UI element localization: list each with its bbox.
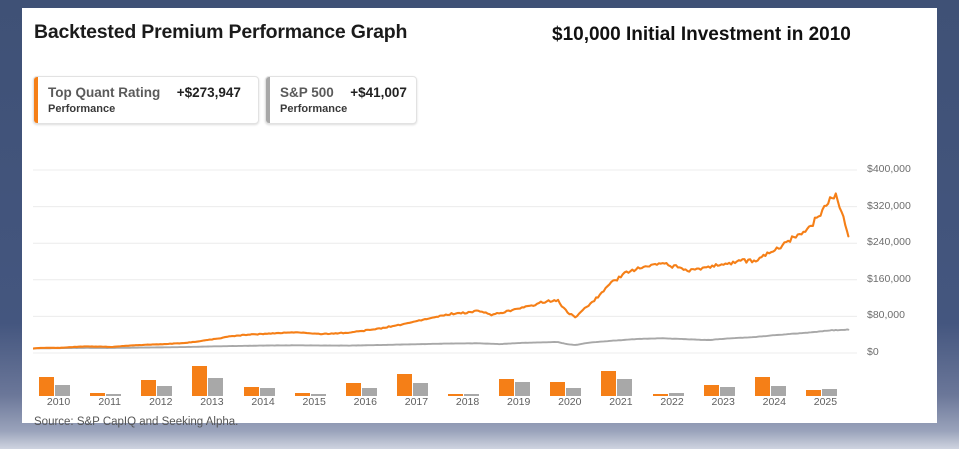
legend-series-name: Top Quant Rating: [48, 85, 161, 100]
bar-group: [595, 366, 646, 396]
annual-bar-sp-500: [821, 389, 837, 396]
x-axis-tick-label: 2024: [762, 396, 786, 408]
annual-bar-sp-500: [361, 388, 377, 396]
frame-top-strip: [0, 0, 959, 8]
bar-group: [186, 366, 237, 396]
bar-group: [749, 366, 800, 396]
bar-group: [442, 366, 493, 396]
annual-bar-sp-500: [719, 387, 735, 396]
chart-subtitle: $10,000 Initial Investment in 2010: [552, 24, 851, 45]
annual-bar-top-quant-rating: [39, 377, 54, 396]
annual-bar-sp-500: [668, 393, 684, 396]
annual-bar-sp-500: [310, 394, 326, 396]
bar-group: [135, 366, 186, 396]
annual-bar-sp-500: [770, 386, 786, 396]
annual-bar-top-quant-rating: [396, 374, 412, 396]
x-axis-tick-label: 2022: [660, 396, 684, 408]
legend-swatch-top-quant-rating: [34, 77, 38, 123]
performance-line-chart: $0 $80,000 $160,000 $240,000 $320,000 $400,00…: [33, 148, 926, 373]
x-axis-tick-label: 2019: [507, 396, 531, 408]
y-axis-tick-label: $240,000: [867, 236, 911, 249]
y-axis-tick-label: $320,000: [867, 199, 911, 212]
annual-bar-top-quant-rating: [345, 383, 361, 396]
bar-group: [84, 366, 135, 396]
chart-card: Backtested Premium Performance Graph $10…: [22, 8, 937, 428]
annual-returns-bars: [33, 366, 926, 396]
annual-bar-top-quant-rating: [192, 366, 208, 396]
annual-bar-sp-500: [55, 385, 70, 396]
x-axis-tick-label: 2017: [404, 396, 429, 408]
annual-bar-sp-500: [464, 394, 479, 396]
annual-bar-sp-500: [106, 394, 122, 396]
annual-bar-top-quant-rating: [243, 387, 259, 396]
annual-bar-top-quant-rating: [550, 382, 566, 396]
annual-bar-sp-500: [208, 378, 224, 396]
bar-group: [800, 366, 851, 396]
bar-group: [493, 366, 544, 396]
y-axis-tick-label: $80,000: [867, 309, 905, 322]
x-axis-tick-label: 2013: [200, 396, 224, 408]
x-axis-tick-label: 2012: [149, 396, 173, 408]
x-axis-tick-label: 2021: [609, 396, 633, 408]
annual-bar-top-quant-rating: [601, 371, 617, 396]
page-title: Backtested Premium Performance Graph: [34, 21, 408, 43]
legend-headline-row: Top Quant Rating +$273,947: [48, 84, 241, 102]
annual-bar-top-quant-rating: [805, 390, 821, 396]
x-axis-tick-label: 2016: [353, 396, 377, 408]
legend-series-sublabel: Performance: [48, 103, 116, 115]
bar-group: [238, 366, 289, 396]
gridlines: [33, 169, 857, 354]
x-axis-tick-label: 2025: [813, 396, 838, 408]
x-axis-tick-label: 2010: [46, 396, 71, 408]
bar-group: [544, 366, 595, 396]
annual-bar-top-quant-rating: [141, 380, 157, 396]
annual-bar-sp-500: [617, 379, 633, 396]
y-axis-tick-label: $0: [867, 346, 879, 358]
x-axis-labels: 2010 2011 2012 2013 2014 2015 2016 2017 2018 2019…: [33, 396, 926, 412]
annual-bar-top-quant-rating: [90, 393, 106, 396]
series-line-s-p-500: [33, 328, 850, 350]
annual-bar-sp-500: [566, 388, 582, 396]
legend-item-top-quant-rating[interactable]: Top Quant Rating +$273,947 Performance: [33, 76, 259, 124]
annual-bar-top-quant-rating: [294, 393, 310, 396]
annual-bar-top-quant-rating: [754, 377, 770, 396]
x-axis-tick-label: 2020: [558, 396, 582, 408]
annual-bar-top-quant-rating: [448, 394, 463, 396]
legend-series-sublabel: Performance: [280, 103, 348, 115]
source-note: Source: S&P CapIQ and Seeking Alpha.: [34, 416, 239, 428]
series-paths: [33, 192, 850, 350]
bar-group: [33, 366, 84, 396]
annual-bar-sp-500: [157, 386, 173, 396]
y-axis-tick-label: $400,000: [867, 163, 911, 175]
legend-series-value: +$41,007: [350, 85, 407, 100]
x-axis-tick-label: 2015: [302, 396, 326, 408]
annual-bar-sp-500: [259, 388, 275, 396]
annual-bar-top-quant-rating: [703, 385, 719, 396]
line-chart-canvas: [33, 169, 857, 354]
x-axis-tick-label: 2011: [98, 396, 121, 408]
series-line-top-quant-rating: [33, 192, 850, 350]
legend-swatch-sp-500: [266, 77, 270, 123]
bar-group: [340, 366, 391, 396]
bar-group: [647, 366, 698, 396]
annual-bar-top-quant-rating: [499, 379, 515, 396]
legend-headline-row: S&P 500 +$41,007: [280, 84, 407, 102]
annual-bar-top-quant-rating: [652, 394, 668, 396]
y-axis-tick-label: $160,000: [867, 272, 911, 285]
legend-item-sp-500[interactable]: S&P 500 +$41,007 Performance: [265, 76, 417, 124]
x-axis-tick-label: 2014: [251, 396, 275, 408]
bar-group: [698, 366, 749, 396]
bar-group: [289, 366, 340, 396]
bar-group: [391, 366, 442, 396]
x-axis-tick-label: 2023: [711, 396, 735, 408]
annual-bar-sp-500: [515, 382, 531, 396]
legend-series-value: +$273,947: [176, 85, 241, 100]
legend-series-name: S&P 500: [280, 85, 334, 100]
x-axis-tick-label: 2018: [455, 396, 480, 408]
annual-bar-sp-500: [412, 383, 428, 396]
